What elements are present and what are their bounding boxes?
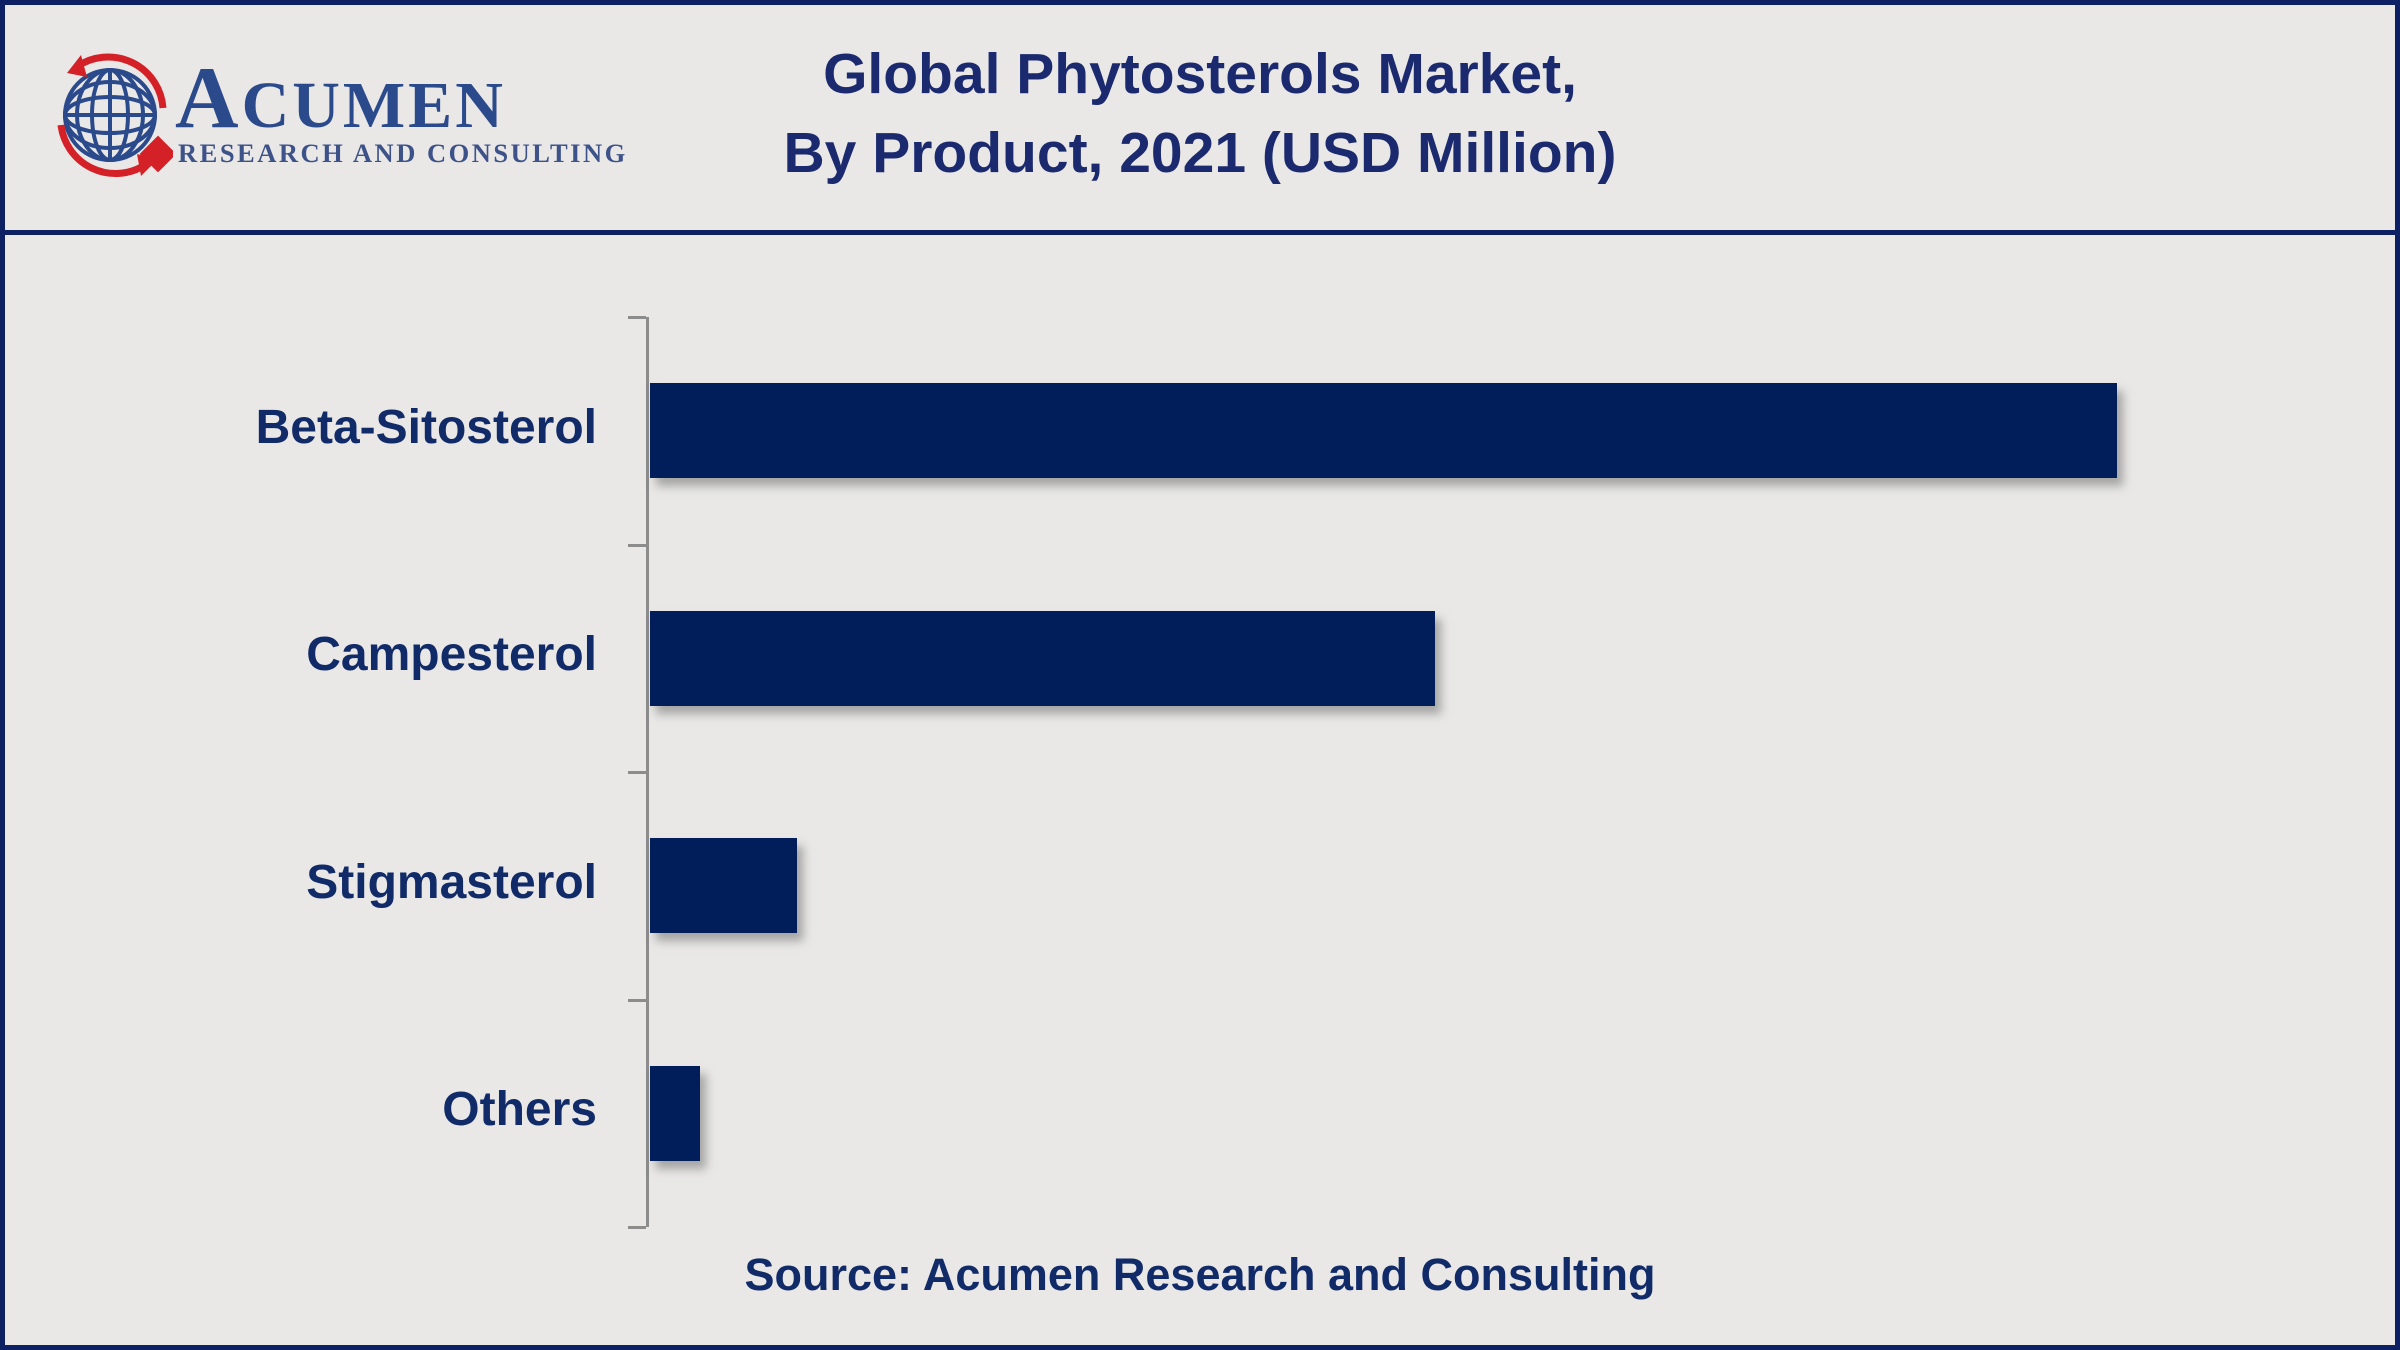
axis-tick — [628, 771, 646, 774]
chart-title: Global Phytosterols Market, By Product, … — [5, 35, 2395, 193]
logo-tagline: RESEARCH AND CONSULTING — [178, 138, 628, 168]
bar-campesterol — [650, 610, 1435, 706]
axis-tick — [628, 998, 646, 1002]
globe-icon — [57, 53, 173, 178]
header-divider — [5, 230, 2395, 235]
category-label: Stigmasterol — [306, 855, 597, 909]
logo-wordmark: ACUMEN RESEARCH AND CONSULTING — [175, 55, 628, 169]
axis-tick — [628, 1226, 646, 1229]
chart-title-line1: Global Phytosterols Market, — [823, 42, 1577, 106]
axis-tick — [628, 316, 646, 319]
category-label: Others — [442, 1083, 597, 1137]
bar-chart: Beta-Sitosterol Campesterol Stigmasterol Ot… — [5, 235, 2395, 1255]
bar-stigmasterol — [650, 838, 797, 934]
header: ACUMEN RESEARCH AND CONSULTING Global Ph… — [5, 5, 2395, 230]
bar-beta-sitosterol — [650, 383, 2117, 479]
brand-name: ACUMEN — [175, 50, 506, 147]
category-label: Beta-Sitosterol — [255, 400, 597, 454]
category-axis — [646, 317, 649, 1227]
axis-tick — [628, 543, 646, 547]
source-note: Source: Acumen Research and Consulting — [744, 1249, 1656, 1300]
chart-title-line2: By Product, 2021 (USD Million) — [783, 121, 1617, 185]
category-label: Campesterol — [306, 628, 597, 682]
bar-others — [650, 1065, 700, 1161]
acumen-logo: ACUMEN RESEARCH AND CONSULTING — [53, 53, 625, 183]
